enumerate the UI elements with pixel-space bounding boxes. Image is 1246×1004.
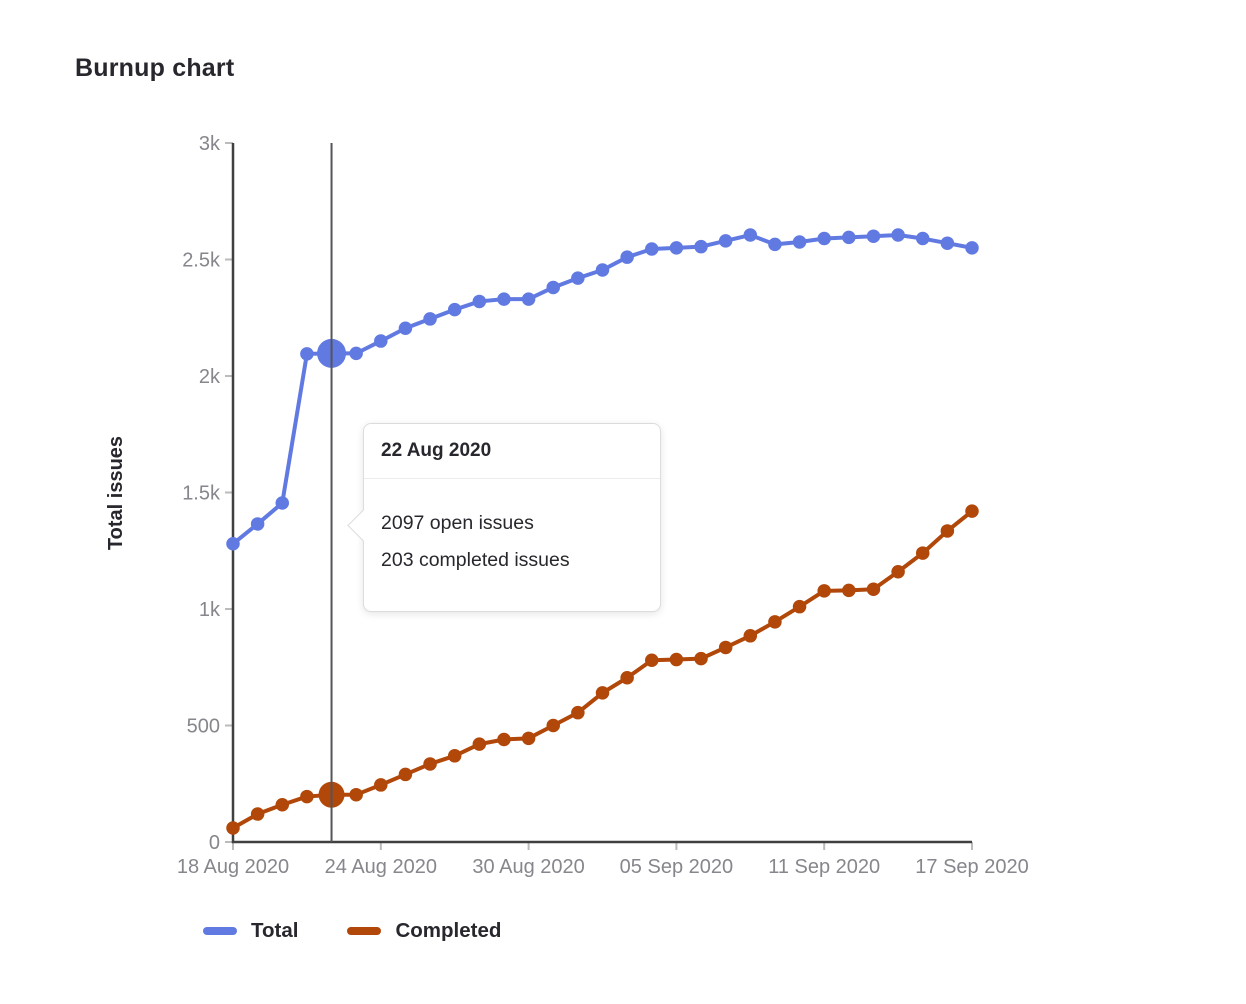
total-point[interactable]: [940, 236, 955, 250]
tooltip-date: 22 Aug 2020: [364, 424, 660, 479]
y-tick-label: 1.5k: [182, 483, 221, 505]
x-tick-label: 17 Sep 2020: [915, 856, 1028, 878]
completed-point[interactable]: [645, 653, 659, 668]
legend-label-total: Total: [251, 919, 299, 942]
completed-point[interactable]: [521, 731, 536, 746]
completed-point[interactable]: [965, 504, 979, 518]
completed-point[interactable]: [669, 652, 684, 667]
completed-point[interactable]: [447, 749, 462, 763]
total-point[interactable]: [423, 312, 437, 326]
completed-point[interactable]: [891, 564, 905, 579]
completed-point[interactable]: [275, 797, 290, 812]
total-point[interactable]: [398, 321, 413, 335]
total-point[interactable]: [472, 294, 487, 309]
total-point[interactable]: [521, 292, 536, 306]
total-point[interactable]: [817, 231, 831, 246]
y-tick-label: 500: [187, 716, 220, 738]
total-point[interactable]: [447, 302, 462, 317]
total-point[interactable]: [374, 334, 388, 348]
axes: [231, 143, 972, 844]
completed-point[interactable]: [940, 524, 955, 538]
total-point[interactable]: [866, 229, 881, 243]
x-tick-label: 05 Sep 2020: [620, 856, 733, 878]
x-tick-label: 11 Sep 2020: [768, 856, 880, 878]
total-point[interactable]: [620, 250, 634, 264]
total-point[interactable]: [694, 239, 708, 254]
completed-point[interactable]: [915, 546, 930, 560]
chart-legend: Total Completed: [203, 919, 501, 943]
legend-label-completed: Completed: [395, 919, 502, 942]
total-point[interactable]: [965, 241, 979, 255]
completed-point[interactable]: [768, 615, 782, 629]
completed-point[interactable]: [226, 821, 240, 835]
completed-point[interactable]: [374, 778, 388, 792]
y-tick-label: 2k: [199, 366, 221, 388]
completed-point[interactable]: [423, 757, 437, 771]
total-point[interactable]: [842, 230, 856, 245]
total-point[interactable]: [915, 231, 930, 246]
completed-point[interactable]: [546, 718, 560, 733]
total-point[interactable]: [891, 228, 905, 242]
completed-point[interactable]: [349, 787, 363, 802]
x-tick-label: 18 Aug 2020: [177, 856, 289, 878]
total-point[interactable]: [718, 234, 733, 248]
total-point[interactable]: [768, 237, 782, 252]
total-point[interactable]: [595, 263, 610, 277]
completed-point[interactable]: [300, 789, 314, 804]
completed-point[interactable]: [571, 705, 585, 720]
completed-point[interactable]: [472, 737, 487, 751]
completed-point[interactable]: [694, 651, 708, 666]
tooltip-completed-issues: 203 completed issues: [381, 549, 570, 571]
total-point[interactable]: [300, 347, 314, 361]
completed-point[interactable]: [398, 767, 413, 782]
y-tick-label: 3k: [199, 133, 221, 155]
y-tick-label: 1k: [199, 599, 221, 621]
completed-series-swatch-icon: [347, 927, 382, 935]
page-title: Burnup chart: [75, 54, 235, 82]
total-point[interactable]: [645, 242, 659, 256]
total-point[interactable]: [546, 280, 560, 295]
completed-point[interactable]: [250, 807, 265, 821]
total-point[interactable]: [275, 496, 290, 510]
total-point[interactable]: [571, 271, 585, 285]
total-series-swatch-icon: [203, 927, 237, 935]
completed-point[interactable]: [817, 584, 831, 598]
completed-point[interactable]: [620, 670, 634, 685]
total-point[interactable]: [792, 235, 807, 249]
legend-item-completed[interactable]: Completed: [347, 919, 501, 943]
x-tick-label: 30 Aug 2020: [472, 856, 584, 878]
y-tick-label: 2.5k: [182, 250, 221, 272]
total-point[interactable]: [349, 346, 363, 361]
total-point[interactable]: [669, 241, 684, 255]
completed-point[interactable]: [595, 686, 610, 700]
completed-point[interactable]: [497, 732, 511, 747]
total-point[interactable]: [497, 292, 511, 306]
y-tick-label: 0: [209, 832, 220, 854]
total-point[interactable]: [743, 228, 758, 242]
tooltip-open-issues: 2097 open issues: [381, 512, 534, 534]
total-point[interactable]: [250, 517, 265, 531]
completed-point[interactable]: [792, 599, 807, 614]
x-tick-label: 24 Aug 2020: [325, 856, 437, 878]
legend-item-total[interactable]: Total: [203, 919, 298, 943]
chart-tooltip: 22 Aug 2020 2097 open issues 203 complet…: [347, 423, 661, 612]
completed-point[interactable]: [866, 582, 881, 596]
completed-point[interactable]: [842, 583, 856, 598]
completed-point[interactable]: [743, 629, 758, 643]
total-point[interactable]: [226, 537, 240, 551]
completed-point[interactable]: [718, 640, 733, 655]
